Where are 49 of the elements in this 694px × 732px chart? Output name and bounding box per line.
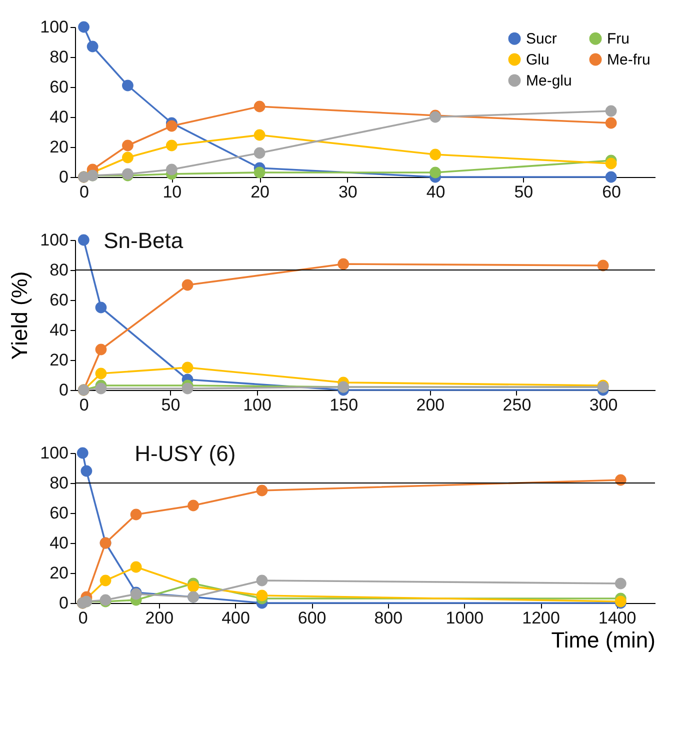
y-tick-label: 0 [59, 594, 68, 612]
y-tick-label: 40 [50, 534, 68, 552]
y-tick-label: 20 [50, 138, 68, 156]
x-tick-label: 100 [243, 396, 272, 414]
x-tick-label: 0 [79, 396, 89, 414]
y-tick-label: 60 [50, 290, 68, 310]
x-tick-label: 1400 [598, 608, 636, 628]
y-tick-label: 100 [40, 444, 68, 462]
x-tick-label: 10 [162, 182, 182, 202]
y-tick-label: 20 [50, 350, 68, 370]
y-tick-label: 40 [50, 320, 68, 340]
x-tick-label: 600 [298, 608, 326, 628]
chart-title: Sn-Beta [104, 228, 184, 253]
x-tick-label: 30 [338, 182, 358, 202]
y-tick-label: 80 [50, 474, 68, 492]
y-tick-label: 60 [50, 78, 68, 96]
y-tick-label: 20 [50, 564, 68, 582]
x-tick-label: 50 [514, 182, 534, 202]
legend-label: Glu [526, 52, 550, 68]
x-tick-label: 150 [330, 396, 358, 414]
legend-label: Me-glu [526, 72, 572, 90]
y-tick-label: 100 [40, 18, 68, 36]
y-tick-label: 40 [50, 108, 68, 126]
legend-label: Me-fru [607, 52, 650, 68]
x-tick-label: 0 [80, 182, 90, 202]
x-tick-label: 50 [161, 396, 180, 414]
legend-label: Sucr [526, 30, 557, 48]
x-tick-label: 200 [145, 608, 174, 628]
y-tick-label: 60 [50, 504, 68, 522]
y-tick-label: 100 [40, 230, 68, 250]
x-tick-label: 20 [250, 182, 270, 202]
y-tick-label: 0 [59, 380, 68, 400]
x-tick-label: 60 [602, 182, 622, 202]
y-tick-label: 80 [50, 48, 68, 66]
x-tick-label: 800 [374, 608, 403, 628]
x-tick-label: 1000 [446, 608, 484, 628]
y-axis-title: Yield (%) [7, 271, 32, 360]
x-tick-label: 250 [502, 396, 532, 414]
x-tick-label: 40 [426, 182, 446, 202]
x-tick-label: 300 [589, 396, 618, 414]
legend-label: Fru [607, 30, 630, 48]
y-tick-label: 80 [50, 260, 68, 280]
chart-title: H-USY (6) [134, 441, 236, 466]
x-tick-label: 0 [78, 608, 88, 628]
x-axis-title: Time (min) [551, 628, 656, 652]
x-tick-label: 200 [416, 396, 445, 414]
x-tick-label: 400 [222, 608, 250, 628]
x-tick-label: 1200 [522, 608, 560, 628]
y-tick-label: 0 [59, 168, 68, 186]
